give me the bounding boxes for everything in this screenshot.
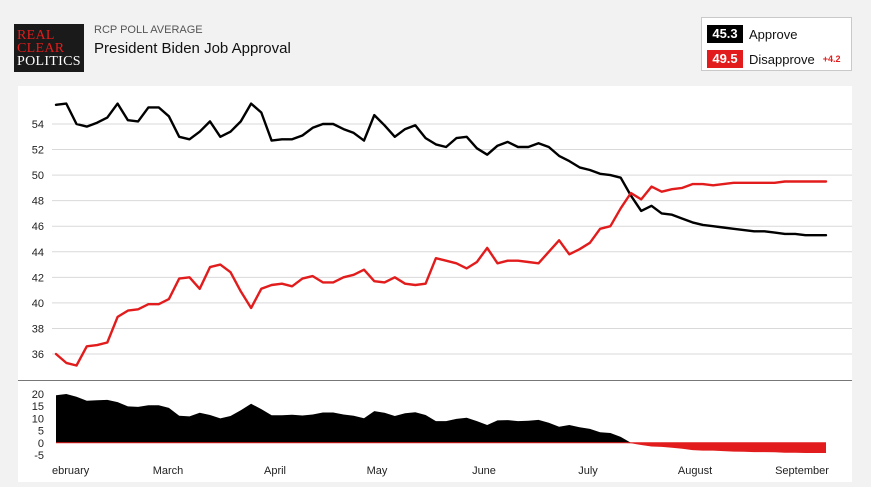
spread-area-negative[interactable] bbox=[56, 442, 826, 453]
y-tick-label: 40 bbox=[32, 298, 44, 310]
spread-area bbox=[56, 394, 826, 453]
main-grid bbox=[52, 123, 852, 355]
plot-area: 36 38 40 42 44 46 48 50 52 54 20 15 10 5 0 -5 ebruary M… bbox=[18, 86, 852, 482]
disapprove-value-badge: 49.5 bbox=[707, 50, 743, 68]
chart-header: REAL CLEAR POLITICS RCP POLL AVERAGE Pre… bbox=[0, 0, 871, 86]
logo-line-politics: POLITICS bbox=[17, 53, 81, 69]
x-tick-label: July bbox=[578, 465, 598, 477]
y-tick-label: 50 bbox=[32, 170, 44, 182]
y-tick-label: 52 bbox=[32, 145, 44, 157]
y-tick-label: 38 bbox=[32, 323, 44, 335]
main-y-tick-labels: 36 38 40 42 44 46 48 50 52 54 bbox=[32, 119, 44, 361]
logo-line-clear: CLEAR bbox=[17, 40, 65, 56]
x-tick-label: August bbox=[678, 465, 712, 477]
spread-area-positive[interactable] bbox=[56, 394, 826, 443]
chart-legend: 45.3 Approve 49.5 Disapprove +4.2 bbox=[701, 17, 852, 71]
x-axis-month-labels: ebruary March April May June July August Septem… bbox=[52, 465, 829, 477]
x-tick-label: ebruary bbox=[52, 465, 90, 477]
x-tick-label: May bbox=[367, 465, 388, 477]
x-tick-label: June bbox=[472, 465, 496, 477]
main-series-lines bbox=[54, 102, 828, 367]
legend-disapprove[interactable]: 49.5 Disapprove +4.2 bbox=[707, 50, 841, 68]
spread-y-tick-label: 0 bbox=[38, 438, 44, 450]
approve-label: Approve bbox=[749, 26, 798, 42]
spread-y-tick-label: -5 bbox=[34, 450, 44, 462]
spread-y-tick-label: 15 bbox=[32, 401, 44, 413]
chart-subtitle: RCP POLL AVERAGE bbox=[94, 24, 203, 36]
rcp-logo[interactable]: REAL CLEAR POLITICS bbox=[14, 24, 84, 72]
x-tick-label: March bbox=[153, 465, 184, 477]
spread-y-tick-label: 5 bbox=[38, 426, 44, 438]
spread-y-tick-label: 20 bbox=[32, 389, 44, 401]
y-tick-label: 54 bbox=[32, 119, 44, 131]
disapprove-label: Disapprove bbox=[749, 51, 815, 67]
y-tick-label: 36 bbox=[32, 349, 44, 361]
series-line-approve[interactable] bbox=[54, 102, 828, 237]
approve-value-badge: 45.3 bbox=[707, 25, 743, 43]
y-tick-label: 44 bbox=[32, 247, 44, 259]
x-tick-label: September bbox=[775, 465, 829, 477]
logo-line-real: REAL bbox=[17, 27, 55, 43]
legend-approve[interactable]: 45.3 Approve bbox=[707, 25, 797, 43]
x-tick-label: April bbox=[264, 465, 286, 477]
series-line-disapprove[interactable] bbox=[54, 180, 828, 367]
y-tick-label: 42 bbox=[32, 272, 44, 284]
chart-title: President Biden Job Approval bbox=[94, 40, 291, 57]
spread-y-tick-label: 10 bbox=[32, 413, 44, 425]
y-tick-label: 46 bbox=[32, 221, 44, 233]
spread-value: +4.2 bbox=[822, 54, 841, 64]
y-tick-label: 48 bbox=[32, 196, 44, 208]
